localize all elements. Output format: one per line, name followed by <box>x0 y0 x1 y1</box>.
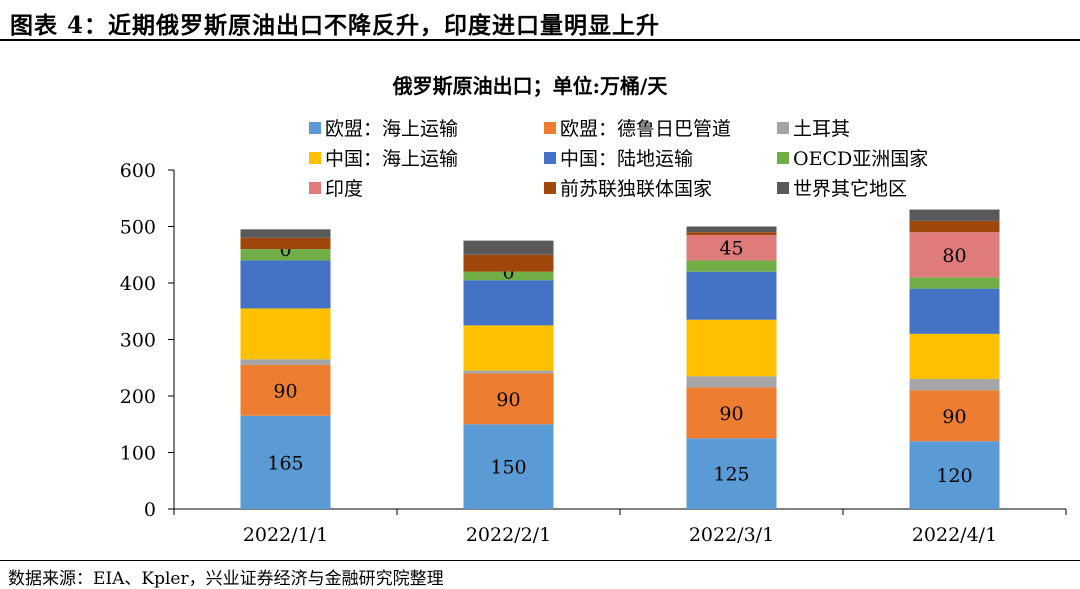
bar-segment <box>909 232 1000 278</box>
legend-swatch <box>309 152 321 164</box>
chart-title: 俄罗斯原油出口；单位:万桶/天 <box>392 74 669 98</box>
legend-label: 世界其它地区 <box>793 178 907 200</box>
x-tick-label: 2022/2/1 <box>466 524 551 546</box>
bar-segment <box>240 237 331 250</box>
x-tick-label: 2022/1/1 <box>243 524 328 546</box>
x-tick-label: 2022/3/1 <box>689 524 774 546</box>
bar-segment <box>686 232 777 235</box>
bar-segment <box>909 441 1000 509</box>
bar-segment <box>463 271 554 281</box>
legend-swatch <box>309 122 321 134</box>
data-label: 90 <box>942 406 966 428</box>
bar-segment <box>240 415 331 509</box>
legend-label: 前苏联独联体国家 <box>560 178 712 200</box>
bar-segment <box>240 229 331 238</box>
data-label: 90 <box>496 389 520 411</box>
legend-swatch <box>544 182 556 194</box>
source-divider <box>0 560 1080 561</box>
bar-segment <box>909 379 1000 391</box>
title-divider <box>0 39 1080 41</box>
bar-segment <box>240 249 331 261</box>
data-label: 90 <box>273 380 297 402</box>
data-label: 80 <box>942 245 966 267</box>
bar-segment <box>463 240 554 255</box>
bar-segment <box>909 288 1000 334</box>
bar-segment <box>686 319 777 377</box>
bar-segment <box>463 424 554 509</box>
data-label: 120 <box>936 465 972 487</box>
bar-segment <box>909 220 1000 233</box>
bar-segment <box>240 308 331 360</box>
bar-segment <box>686 234 777 261</box>
data-label: 90 <box>719 403 743 425</box>
bar-segment <box>686 387 777 439</box>
bar-segment <box>463 370 554 374</box>
bar-segment <box>686 376 777 388</box>
legend-swatch <box>777 122 789 134</box>
figure-title: 图表 4：近期俄罗斯原油出口不降反升，印度进口量明显上升 <box>10 12 661 39</box>
data-label: 125 <box>713 464 749 486</box>
y-tick-label: 400 <box>120 273 156 295</box>
legend-label: 土耳其 <box>793 118 850 140</box>
legend-swatch <box>544 152 556 164</box>
bar-segment <box>686 271 777 320</box>
bar-segment <box>463 325 554 371</box>
stacked-bar-chart: 俄罗斯原油出口；单位:万桶/天 欧盟：海上运输 欧盟：德鲁日巴管道 土耳其中国：海上… <box>120 74 1067 546</box>
bar-segment <box>240 359 331 365</box>
data-label: 165 <box>267 452 303 474</box>
y-tick-label: 600 <box>120 160 156 182</box>
bar-segment <box>240 260 331 309</box>
bar-segment <box>909 390 1000 442</box>
data-label: 45 <box>719 238 743 260</box>
y-tick-label: 500 <box>120 217 156 239</box>
bar-segment <box>463 373 554 425</box>
chart-axes: 0 100 200 300 400 500 600 2022/1/1 2022/2/1 2022/… <box>120 160 1067 546</box>
legend-swatch <box>309 182 321 194</box>
bar-segment <box>686 438 777 509</box>
bar-segment <box>686 260 777 272</box>
x-tick-label: 2022/4/1 <box>912 524 997 546</box>
bar-segment <box>240 364 331 416</box>
legend-label: 欧盟：海上运输 <box>325 118 458 140</box>
bar-segment <box>909 209 1000 221</box>
source-note: 数据来源：EIA、Kpler，兴业证券经济与金融研究院整理 <box>8 569 444 589</box>
y-tick-label: 300 <box>120 330 156 352</box>
bar-segment <box>463 254 554 272</box>
bar-segment <box>686 226 777 233</box>
bar-segment <box>909 333 1000 380</box>
legend-label: 中国：陆地运输 <box>560 148 693 170</box>
y-tick-label: 0 <box>144 499 156 521</box>
legend-swatch <box>777 182 789 194</box>
legend-label: OECD亚洲国家 <box>793 148 928 170</box>
legend-swatch <box>544 122 556 134</box>
bar-segment <box>909 277 1000 289</box>
data-label: 150 <box>490 457 526 479</box>
y-tick-label: 100 <box>120 443 156 465</box>
legend-label: 欧盟：德鲁日巴管道 <box>560 118 731 140</box>
legend-swatch <box>777 152 789 164</box>
legend-label: 印度 <box>325 178 363 200</box>
y-tick-label: 200 <box>120 386 156 408</box>
legend-label: 中国：海上运输 <box>325 148 458 170</box>
bar-segment <box>463 280 554 326</box>
